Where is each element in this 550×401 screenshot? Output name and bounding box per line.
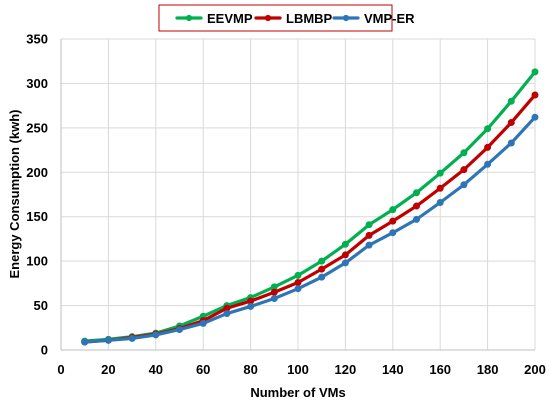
legend-label-vmp-er: VMP-ER [364,11,415,26]
legend-marker-eevmp [185,14,193,22]
x-tick-label: 20 [101,362,115,377]
y-axis-title: Energy Consumption (kwh) [7,110,22,279]
data-point-vmp-er [270,294,278,302]
data-point-lbmbp [389,217,397,225]
x-tick-label: 200 [524,362,546,377]
data-point-eevmp [294,271,302,279]
data-point-lbmbp [484,143,492,151]
series-lines [81,68,539,346]
data-point-vmp-er [507,139,515,147]
y-tick-label: 350 [26,32,48,47]
y-tick-label: 50 [34,298,48,313]
data-point-vmp-er [128,334,136,342]
data-point-eevmp [389,206,397,214]
data-point-lbmbp [412,202,420,210]
legend: EEVMP LBMBP VMP-ER [158,4,415,32]
data-point-eevmp [318,257,326,265]
data-point-vmp-er [318,273,326,281]
data-point-eevmp [365,221,373,229]
x-tick-label: 160 [429,362,451,377]
x-tick-label: 140 [382,362,404,377]
data-point-vmp-er [104,336,112,344]
x-tick-label: 120 [335,362,357,377]
data-point-lbmbp [365,231,373,239]
x-tick-label: 100 [287,362,309,377]
data-point-vmp-er [223,310,231,318]
data-point-lbmbp [436,184,444,192]
legend-label-lbmbp: LBMBP [286,11,333,26]
data-point-eevmp [341,240,349,248]
data-point-eevmp [507,97,515,105]
grid-lines [60,38,536,351]
data-point-vmp-er [341,259,349,267]
data-point-vmp-er [365,241,373,249]
data-point-vmp-er [460,181,468,189]
series-line-vmp-er [83,115,537,344]
y-tick-label: 100 [26,254,48,269]
data-point-lbmbp [294,278,302,286]
data-point-vmp-er [436,198,444,206]
x-axis-title: Number of VMs [250,385,345,400]
data-point-vmp-er [484,160,492,168]
data-point-vmp-er [199,319,207,327]
legend-marker-lbmbp [264,14,272,22]
data-point-lbmbp [270,288,278,296]
data-point-lbmbp [341,251,349,259]
tick-labels: 0 50 100 150 200 250 300 350 0 20 40 60 80 100 120 140 1… [26,32,546,378]
series-line-lbmbp [83,93,537,344]
x-tick-label: 40 [149,362,163,377]
data-point-eevmp [484,125,492,133]
data-point-vmp-er [81,338,89,346]
y-tick-label: 200 [26,165,48,180]
data-point-lbmbp [507,119,515,127]
data-point-vmp-er [247,302,255,310]
y-tick-label: 150 [26,209,48,224]
y-tick-label: 300 [26,76,48,91]
data-point-vmp-er [294,285,302,293]
legend-marker-vmp-er [342,14,350,22]
y-tick-label: 250 [26,120,48,135]
y-tick-label: 0 [41,343,48,358]
data-point-vmp-er [531,113,539,121]
data-point-lbmbp [531,91,539,99]
data-point-vmp-er [389,229,397,237]
x-tick-label: 0 [57,362,64,377]
data-point-lbmbp [318,265,326,273]
series-line-eevmp [83,70,537,343]
data-point-lbmbp [460,166,468,174]
legend-label-eevmp: EEVMP [207,11,253,26]
data-point-eevmp [436,169,444,177]
x-tick-label: 180 [477,362,499,377]
data-point-vmp-er [152,331,160,339]
data-point-vmp-er [412,215,420,223]
data-point-eevmp [531,68,539,76]
axes [60,39,535,351]
x-tick-label: 80 [243,362,257,377]
data-point-eevmp [412,189,420,197]
x-tick-label: 60 [196,362,210,377]
data-point-vmp-er [175,326,183,334]
data-point-eevmp [460,149,468,157]
